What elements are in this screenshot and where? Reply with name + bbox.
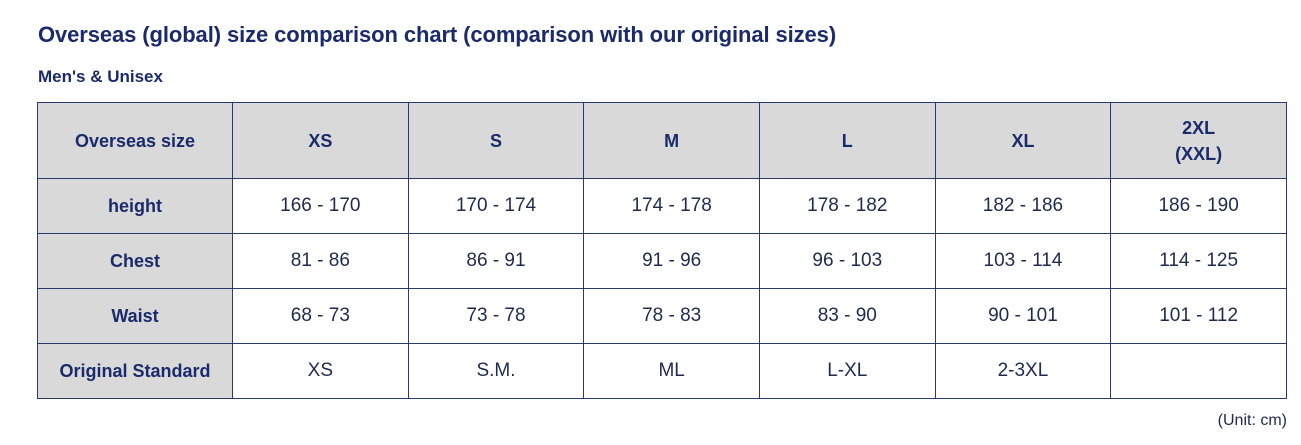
table-cell: 86 - 91 (407, 233, 585, 289)
table-cell: L-XL (758, 343, 936, 399)
table-body: height 166 - 170 170 - 174 174 - 178 178 - 1… (37, 178, 1287, 399)
footnote: (Unit: cm) (1217, 412, 1287, 429)
table-row: Waist 68 - 73 73 - 78 78 - 83 83 - 90 90 - 10… (37, 288, 1287, 344)
table-cell: 91 - 96 (583, 233, 760, 289)
table-cell: 186 - 190 (1110, 178, 1287, 234)
column-header: XL (934, 102, 1112, 179)
table-cell: 103 - 114 (934, 233, 1112, 289)
table-cell: 78 - 83 (583, 288, 760, 344)
page-subtitle: Men's & Unisex (38, 67, 163, 86)
table-cell: 178 - 182 (758, 178, 936, 234)
column-header: 2XL (XXL) (1110, 102, 1287, 179)
row-header: Original Standard (37, 343, 233, 399)
table-cell: S.M. (407, 343, 585, 399)
row-header: height (37, 178, 233, 234)
header-row: Overseas size XS S M L XL 2XL (XXL) (37, 102, 1287, 179)
column-header: S (407, 102, 585, 179)
table-cell: 81 - 86 (232, 233, 409, 289)
table-cell: 174 - 178 (583, 178, 760, 234)
table-cell: ML (583, 343, 760, 399)
row-header: Chest (37, 233, 233, 289)
table-cell: 101 - 112 (1110, 288, 1287, 344)
table-cell: 166 - 170 (232, 178, 409, 234)
table-row: Chest 81 - 86 86 - 91 91 - 96 96 - 103 103 - … (37, 233, 1287, 289)
table-cell: 182 - 186 (934, 178, 1112, 234)
column-header: Overseas size (37, 102, 233, 179)
table-cell: 73 - 78 (407, 288, 585, 344)
table-cell: 68 - 73 (232, 288, 409, 344)
table-cell: 90 - 101 (934, 288, 1112, 344)
page-title: Overseas (global) size comparison chart … (38, 22, 837, 47)
table-header: Overseas size XS S M L XL 2XL (XXL) (37, 102, 1287, 179)
table-cell: 2-3XL (934, 343, 1112, 399)
column-header: XS (232, 102, 409, 179)
table-row: height 166 - 170 170 - 174 174 - 178 178 - 1… (37, 178, 1287, 234)
row-header: Waist (37, 288, 233, 344)
column-header: L (758, 102, 936, 179)
size-table: Overseas size XS S M L XL 2XL (XXL) height 166 … (37, 102, 1287, 399)
table-cell: 114 - 125 (1110, 233, 1287, 289)
table-cell: 83 - 90 (758, 288, 936, 344)
column-header: M (583, 102, 760, 179)
table-row: Original Standard XS S.M. ML L-XL 2-3XL (37, 343, 1287, 399)
table-cell: XS (232, 343, 409, 399)
table-cell: 96 - 103 (758, 233, 936, 289)
table-cell: 170 - 174 (407, 178, 585, 234)
empty-cell (1110, 343, 1287, 399)
